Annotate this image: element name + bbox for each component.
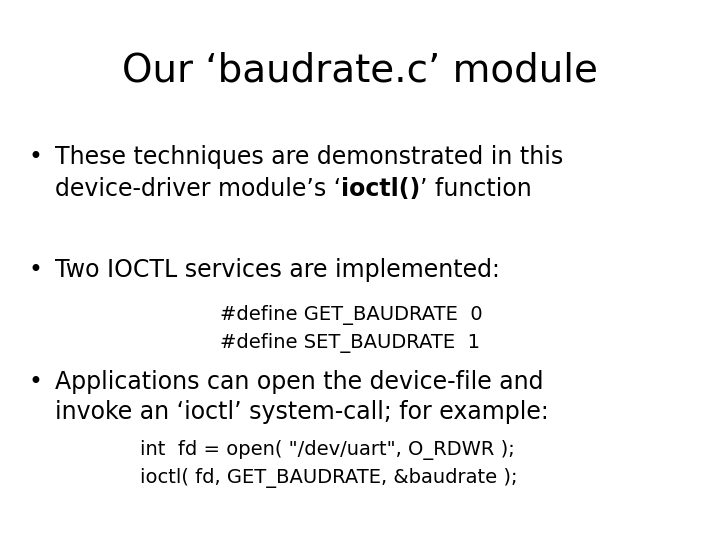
Text: Our ‘baudrate.c’ module: Our ‘baudrate.c’ module xyxy=(122,52,598,90)
Text: invoke an ‘ioctl’ system-call; for example:: invoke an ‘ioctl’ system-call; for examp… xyxy=(55,400,549,424)
Text: These techniques are demonstrated in this: These techniques are demonstrated in thi… xyxy=(55,145,563,169)
Text: #define GET_BAUDRATE  0: #define GET_BAUDRATE 0 xyxy=(220,305,482,325)
Text: device-driver module’s ‘: device-driver module’s ‘ xyxy=(55,177,341,201)
Text: ’ function: ’ function xyxy=(420,177,532,201)
Text: #define SET_BAUDRATE  1: #define SET_BAUDRATE 1 xyxy=(220,333,480,353)
Text: •: • xyxy=(28,145,42,169)
Text: Two IOCTL services are implemented:: Two IOCTL services are implemented: xyxy=(55,258,500,282)
Text: Applications can open the device-file and: Applications can open the device-file an… xyxy=(55,370,544,394)
Text: ioctl(): ioctl() xyxy=(341,177,420,201)
Text: •: • xyxy=(28,258,42,282)
Text: int  fd = open( "/dev/uart", O_RDWR );: int fd = open( "/dev/uart", O_RDWR ); xyxy=(140,440,515,460)
Text: •: • xyxy=(28,370,42,394)
Text: ioctl( fd, GET_BAUDRATE, &baudrate );: ioctl( fd, GET_BAUDRATE, &baudrate ); xyxy=(140,468,518,488)
